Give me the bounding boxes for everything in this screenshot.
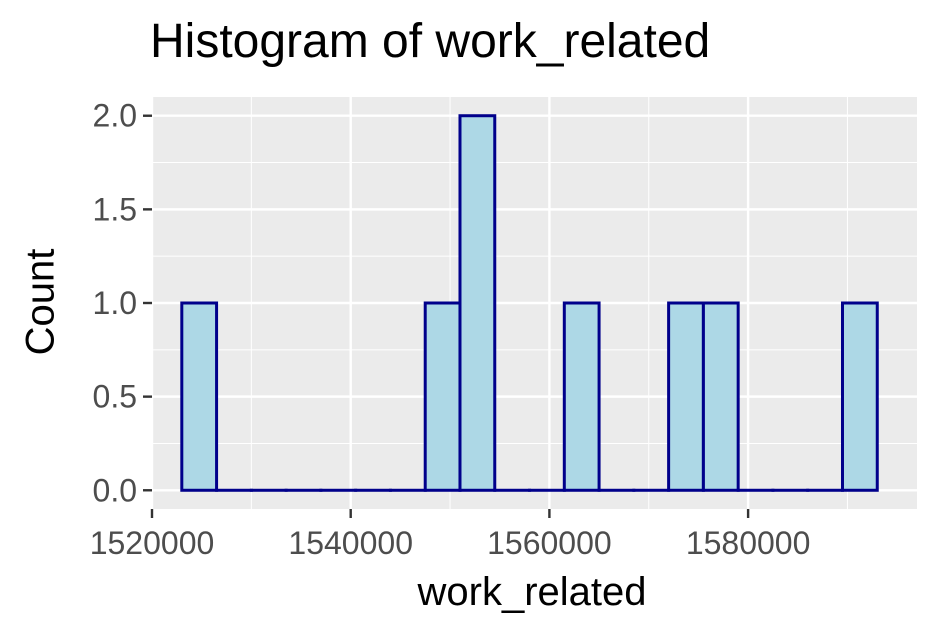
- bars: [180, 114, 879, 492]
- histogram-bar: [562, 301, 601, 492]
- x-axis-title: work_related: [417, 570, 647, 614]
- y-tick-label: 1.0: [93, 285, 137, 321]
- x-tick-label: 1520000: [90, 525, 215, 561]
- y-tick-label: 2.0: [93, 98, 137, 134]
- y-tick-label: 0.5: [93, 379, 137, 415]
- x-tick-label: 1540000: [288, 525, 413, 561]
- histogram-bar: [840, 301, 879, 492]
- histogram-bar: [423, 301, 462, 492]
- y-axis: 0.0 0.5 1.0 1.5 2.0: [93, 98, 152, 508]
- y-tick-label: 0.0: [93, 472, 137, 508]
- y-tick-label: 1.5: [93, 191, 137, 227]
- chart-title: Histogram of work_related: [150, 15, 711, 68]
- histogram-bar: [701, 301, 740, 492]
- x-tick-label: 1560000: [487, 525, 612, 561]
- histogram-bar: [667, 301, 705, 492]
- x-axis: 1520000 1540000 1560000 1580000: [90, 509, 811, 561]
- histogram-bar: [458, 114, 497, 492]
- x-tick-label: 1580000: [686, 525, 811, 561]
- histogram-bar: [180, 301, 219, 492]
